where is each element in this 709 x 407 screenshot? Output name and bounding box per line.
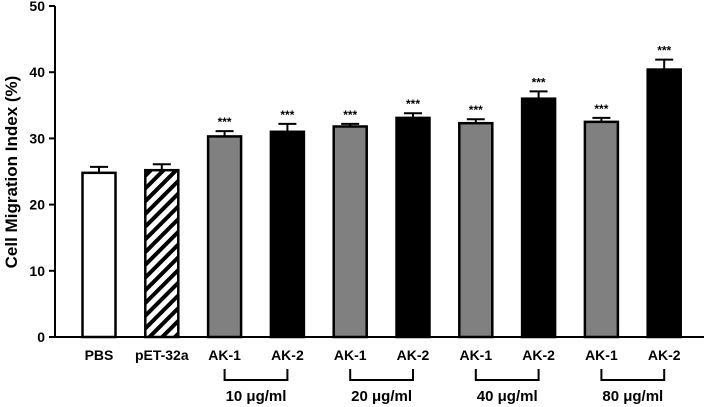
group-label: 10 μg/ml	[226, 388, 287, 405]
group-label: 40 μg/ml	[477, 388, 538, 405]
bar	[458, 121, 494, 339]
bar	[332, 125, 368, 339]
y-tick-label: 10	[29, 263, 45, 279]
significance-label: ***	[469, 103, 483, 117]
bar	[81, 171, 117, 339]
significance-label: ***	[343, 108, 357, 122]
y-tick-label: 40	[29, 64, 45, 80]
category-label: PBS	[85, 347, 114, 363]
category-label: AK-1	[334, 347, 367, 363]
bar	[269, 130, 306, 339]
category-label: AK-2	[271, 347, 304, 363]
y-axis-label: Cell Migration Index (%)	[2, 76, 21, 269]
group-bracket	[349, 369, 414, 381]
significance-label: ***	[594, 102, 608, 116]
category-label: AK-1	[208, 347, 241, 363]
group-label: 20 μg/ml	[351, 388, 412, 405]
category-label: AK-1	[459, 347, 492, 363]
category-label: AK-2	[648, 347, 681, 363]
plot-area: 0 10 20 30 40 50 PBS pET-32a *** AK-1 *** AK-2 *** AK…	[29, 0, 704, 405]
bar	[144, 168, 180, 339]
category-label: AK-1	[585, 347, 618, 363]
significance-label: ***	[406, 97, 420, 111]
bar	[395, 116, 431, 339]
group-bracket	[474, 369, 540, 381]
bar	[520, 97, 557, 339]
category-label: pET-32a	[135, 347, 189, 363]
y-tick-label: 50	[29, 0, 45, 14]
group-bracket	[600, 369, 666, 381]
group-bracket	[223, 369, 289, 381]
significance-label: ***	[657, 44, 671, 58]
significance-label: ***	[280, 108, 294, 122]
y-tick-label: 0	[37, 329, 45, 345]
y-tick-label: 20	[29, 197, 45, 213]
bar	[583, 120, 620, 339]
bar	[206, 135, 243, 339]
significance-label: ***	[218, 115, 232, 129]
bar	[646, 68, 682, 339]
category-label: AK-2	[397, 347, 430, 363]
y-tick-label: 30	[29, 130, 45, 146]
category-label: AK-2	[522, 347, 555, 363]
group-label: 80 μg/ml	[602, 388, 663, 405]
significance-label: ***	[532, 75, 546, 89]
